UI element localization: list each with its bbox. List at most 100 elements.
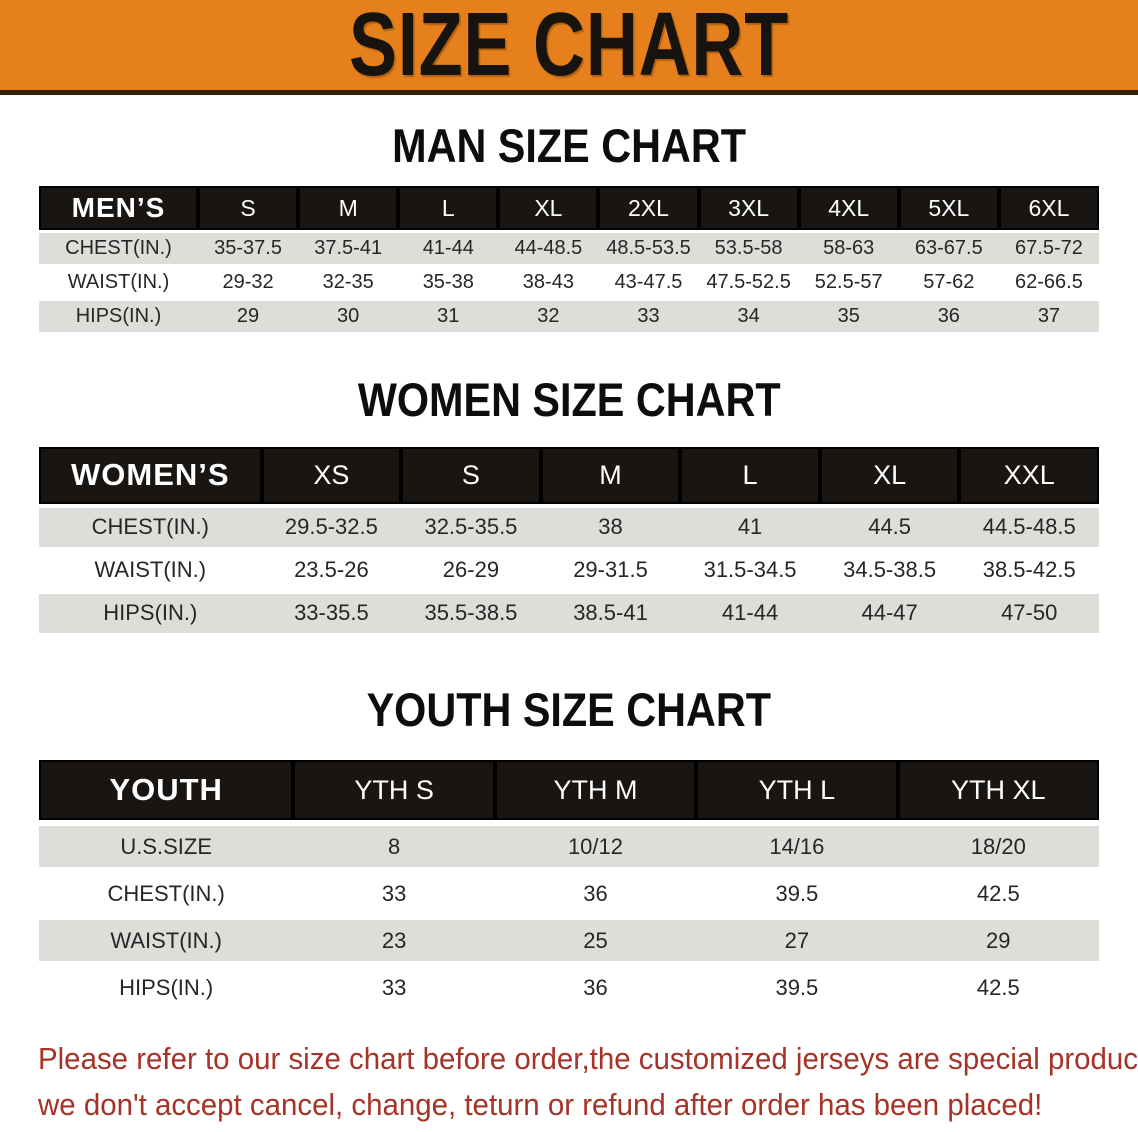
size-column-header: YTH S <box>293 760 495 821</box>
table-corner-label: MEN’S <box>39 186 198 231</box>
measurement-value: 29-32 <box>198 267 299 299</box>
row-label: WAIST(IN.) <box>39 550 262 590</box>
measurement-value: 38.5-41 <box>540 593 681 633</box>
disclaimer-line-1: Please refer to our size chart before or… <box>38 1041 1138 1077</box>
size-column-header: S <box>198 186 299 231</box>
measurement-value: 67.5-72 <box>998 233 1099 265</box>
size-column-header: L <box>680 446 820 504</box>
table-corner-label: YOUTH <box>39 760 294 821</box>
women-size-table: WOMEN’S XS S M L XL XXL CHEST(IN.) 29.5-32.5 32.5… <box>39 443 1099 637</box>
measurement-value: 41 <box>680 507 820 547</box>
table-header-row: WOMEN’S XS S M L XL XXL <box>39 446 1099 504</box>
youth-size-table: YOUTH YTH S YTH M YTH L YTH XL U.S.SIZE 8 10/12… <box>39 754 1099 1014</box>
measurement-value: 39.5 <box>696 873 898 915</box>
measurement-value: 36 <box>494 873 697 915</box>
youth-section-heading-text: YOUTH SIZE CHART <box>366 682 772 736</box>
measurement-value: 23.5-26 <box>261 550 402 590</box>
table-header-row: MEN’S S M L XL 2XL 3XL 4XL 5XL 6XL <box>39 186 1099 231</box>
size-column-header: XS <box>261 446 402 504</box>
measurement-value: 63-67.5 <box>898 233 999 265</box>
row-label: CHEST(IN.) <box>39 873 294 915</box>
size-column-header: 2XL <box>598 186 699 231</box>
measurement-value: 29-31.5 <box>540 550 681 590</box>
size-column-header: YTH XL <box>897 760 1099 821</box>
measurement-value: 8 <box>293 826 495 868</box>
measurement-value: 36 <box>494 967 697 1009</box>
row-label: WAIST(IN.) <box>39 920 294 962</box>
measurement-value: 35 <box>798 301 899 333</box>
table-row: CHEST(IN.) 29.5-32.5 32.5-35.5 38 41 44.5 44.5… <box>39 507 1099 547</box>
measurement-value: 29 <box>198 301 299 333</box>
measurement-value: 32-35 <box>298 267 399 299</box>
size-column-header: YTH L <box>696 760 898 821</box>
measurement-value: 52.5-57 <box>798 267 899 299</box>
size-column-header: L <box>398 186 499 231</box>
size-column-header: S <box>401 446 541 504</box>
measurement-value: 31 <box>398 301 499 333</box>
size-column-header: 5XL <box>898 186 999 231</box>
men-section-heading-text: MAN SIZE CHART <box>392 119 746 172</box>
table-row: HIPS(IN.) 29 30 31 32 33 34 35 36 37 <box>39 301 1099 333</box>
measurement-value: 44-47 <box>819 593 960 633</box>
measurement-value: 32 <box>498 301 599 333</box>
row-label: CHEST(IN.) <box>39 233 198 265</box>
measurement-value: 34.5-38.5 <box>819 550 960 590</box>
row-label: HIPS(IN.) <box>39 967 294 1009</box>
measurement-value: 38.5-42.5 <box>959 550 1099 590</box>
measurement-value: 35.5-38.5 <box>401 593 541 633</box>
size-column-header: 4XL <box>798 186 899 231</box>
measurement-value: 58-63 <box>798 233 899 265</box>
measurement-value: 32.5-35.5 <box>401 507 541 547</box>
measurement-value: 33 <box>598 301 699 333</box>
measurement-value: 38 <box>540 507 681 547</box>
measurement-value: 53.5-58 <box>698 233 799 265</box>
row-label: HIPS(IN.) <box>39 301 198 333</box>
row-label: WAIST(IN.) <box>39 267 198 299</box>
measurement-value: 39.5 <box>696 967 898 1009</box>
measurement-value: 47.5-52.5 <box>698 267 799 299</box>
measurement-value: 62-66.5 <box>998 267 1099 299</box>
measurement-value: 23 <box>293 920 495 962</box>
size-column-header: XXL <box>959 446 1099 504</box>
table-row: CHEST(IN.) 33 36 39.5 42.5 <box>39 873 1099 915</box>
table-row: HIPS(IN.) 33 36 39.5 42.5 <box>39 967 1099 1009</box>
size-column-header: 6XL <box>998 186 1099 231</box>
measurement-value: 47-50 <box>959 593 1099 633</box>
measurement-value: 29 <box>897 920 1099 962</box>
table-row: U.S.SIZE 8 10/12 14/16 18/20 <box>39 826 1099 868</box>
table-row: HIPS(IN.) 33-35.5 35.5-38.5 38.5-41 41-44 44-… <box>39 593 1099 633</box>
measurement-value: 29.5-32.5 <box>261 507 402 547</box>
measurement-value: 35-37.5 <box>198 233 299 265</box>
size-column-header: M <box>540 446 681 504</box>
measurement-value: 25 <box>494 920 697 962</box>
men-section-heading: MAN SIZE CHART <box>0 119 1138 172</box>
measurement-value: 38-43 <box>498 267 599 299</box>
size-column-header: M <box>298 186 399 231</box>
measurement-value: 44-48.5 <box>498 233 599 265</box>
table-row: CHEST(IN.) 35-37.5 37.5-41 41-44 44-48.5 48.5… <box>39 233 1099 265</box>
size-column-header: XL <box>498 186 599 231</box>
measurement-value: 10/12 <box>494 826 697 868</box>
table-row: WAIST(IN.) 23 25 27 29 <box>39 920 1099 962</box>
measurement-value: 26-29 <box>401 550 541 590</box>
measurement-value: 27 <box>696 920 898 962</box>
measurement-value: 34 <box>698 301 799 333</box>
measurement-value: 41-44 <box>680 593 820 633</box>
women-section-heading-text: WOMEN SIZE CHART <box>357 373 781 427</box>
banner: SIZE CHART <box>0 0 1138 95</box>
measurement-value: 37.5-41 <box>298 233 399 265</box>
measurement-value: 18/20 <box>897 826 1099 868</box>
measurement-value: 48.5-53.5 <box>598 233 699 265</box>
women-section-heading: WOMEN SIZE CHART <box>0 373 1138 427</box>
row-label: U.S.SIZE <box>39 826 294 868</box>
measurement-value: 57-62 <box>898 267 999 299</box>
measurement-value: 41-44 <box>398 233 499 265</box>
size-column-header: XL <box>819 446 960 504</box>
measurement-value: 33 <box>293 967 495 1009</box>
row-label: HIPS(IN.) <box>39 593 262 633</box>
size-column-header: 3XL <box>698 186 799 231</box>
men-size-table: MEN’S S M L XL 2XL 3XL 4XL 5XL 6XL CHEST(IN.) 35-37… <box>39 183 1099 335</box>
measurement-value: 44.5 <box>819 507 960 547</box>
table-row: WAIST(IN.) 29-32 32-35 35-38 38-43 43-47.5 47.… <box>39 267 1099 299</box>
disclaimer-line-2: we don't accept cancel, change, teturn o… <box>38 1087 1043 1123</box>
